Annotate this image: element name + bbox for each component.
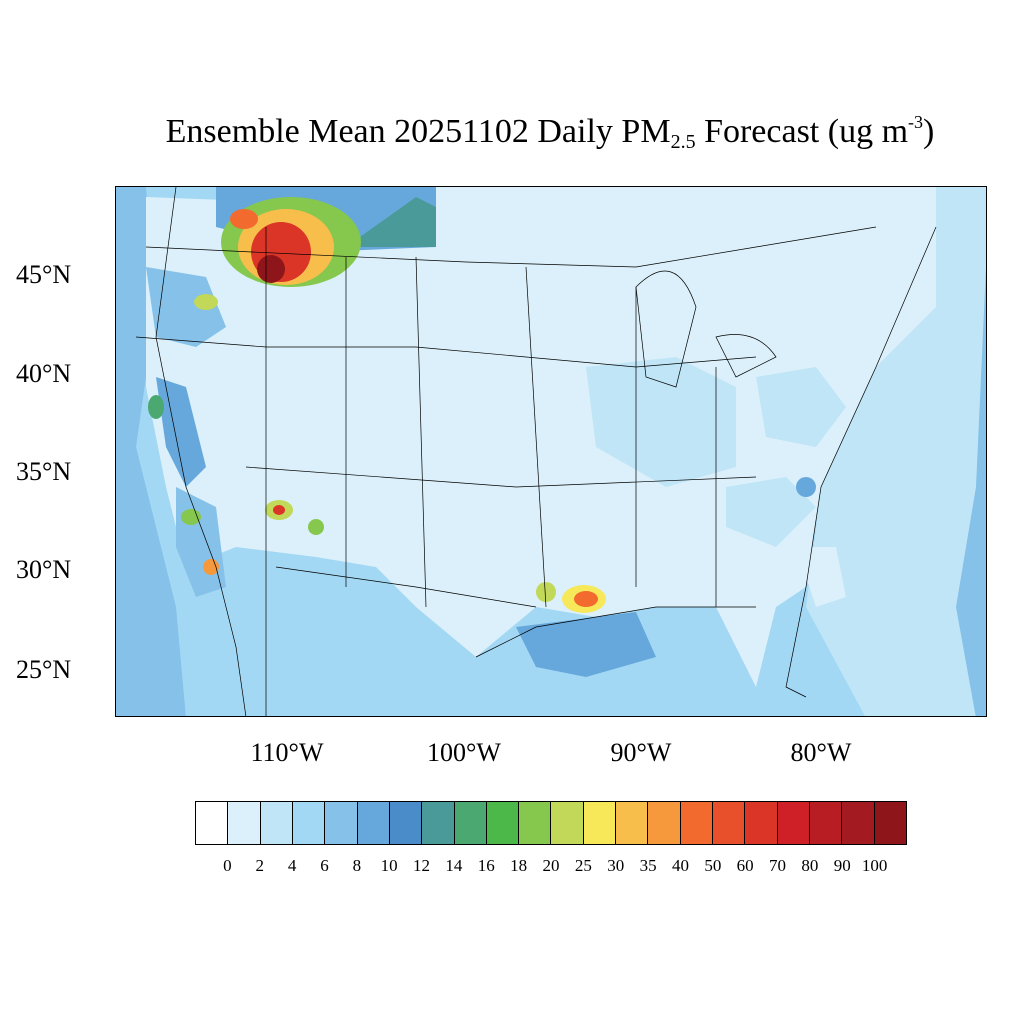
legend-tick-label: 6 (320, 856, 329, 875)
legend-tick-label: 10 (380, 856, 398, 875)
appalachian-haze (756, 367, 846, 447)
baja-plume (203, 559, 219, 575)
legend-tick-label: 90 (833, 856, 851, 875)
gulf-coast-haze (516, 612, 656, 677)
legend-swatch (745, 802, 778, 844)
lon-label-80w: 80°W (790, 738, 852, 767)
lon-label-100w: 100°W (427, 738, 501, 767)
legend-swatch (325, 802, 358, 844)
legend-swatch (680, 802, 713, 844)
southeast-haze (726, 477, 816, 547)
arizona-plume-east (308, 519, 324, 535)
legend-swatch (389, 802, 423, 844)
border-1 (135, 336, 757, 368)
california-plume (148, 395, 164, 419)
legend-swatch (357, 802, 390, 844)
atlantic-ocean (806, 187, 986, 716)
legend-swatch (454, 802, 487, 844)
legend-swatch (809, 802, 843, 844)
chart-title: Ensemble Mean 20251102 Daily PM2.5 Forec… (165, 112, 935, 153)
legend-tick-label: 4 (287, 856, 297, 875)
oregon-haze (146, 267, 226, 347)
legend-tick-label: 40 (671, 856, 689, 875)
lat-label-40: 40°N (16, 359, 72, 388)
border-9 (245, 466, 757, 488)
west-coast (155, 187, 247, 716)
legend-tick-label: 2 (255, 856, 264, 875)
atlantic-edge (956, 267, 986, 716)
lon-label-90w: 90°W (610, 738, 672, 767)
lat-label-45: 45°N (16, 260, 72, 289)
legend-swatch (519, 802, 552, 844)
forecast-map (115, 186, 987, 717)
border-2 (145, 226, 877, 268)
lon-label-110w: 110°W (250, 738, 324, 767)
legend-tick-label: 16 (477, 856, 495, 875)
legend-swatch (713, 802, 746, 844)
great-lakes-1 (635, 270, 697, 388)
legend-swatch (260, 802, 293, 844)
legend-tick-label: 100 (861, 856, 888, 875)
border-10 (275, 566, 537, 608)
carolina-haze (796, 477, 816, 497)
lat-label-30: 30°N (16, 555, 72, 584)
legend-tick-label: 50 (704, 856, 722, 875)
legend-tick-label: 30 (607, 856, 625, 875)
legend-tick-label: 12 (413, 856, 431, 875)
arizona-plume-core (273, 505, 285, 515)
legend-swatch (648, 802, 681, 844)
pacific-ocean (116, 187, 186, 716)
color-legend (195, 801, 907, 845)
border-5 (415, 256, 427, 608)
midwest-haze (586, 357, 736, 487)
legend-swatch (422, 802, 455, 844)
border-6 (525, 266, 547, 608)
california-haze (156, 377, 206, 487)
legend-tick-label: 0 (223, 856, 232, 875)
lat-label-25: 25°N (16, 655, 72, 684)
gulf-coast (475, 606, 756, 658)
great-lakes-2 (715, 334, 777, 378)
legend-swatch (874, 802, 906, 844)
map-canvas (116, 187, 986, 716)
legend-swatch (551, 802, 584, 844)
texas-plume (536, 582, 556, 602)
legend-swatch (842, 802, 875, 844)
legend-swatch (196, 802, 229, 844)
legend-tick-label: 35 (639, 856, 657, 875)
legend-tick-label: 60 (736, 856, 754, 875)
legend-swatch (616, 802, 649, 844)
legend-swatch (583, 802, 617, 844)
legend-tick-label: 14 (445, 856, 463, 875)
legend-tick-label: 20 (542, 856, 560, 875)
lat-label-35: 35°N (16, 457, 72, 486)
legend-swatch (228, 802, 261, 844)
legend-swatch (777, 802, 810, 844)
boundaries (135, 187, 937, 716)
legend-swatch (292, 802, 326, 844)
east-coast (785, 226, 937, 698)
canada-haze-mid (346, 197, 436, 247)
idaho-plume (230, 209, 258, 229)
legend-swatch (486, 802, 520, 844)
socal-plume (181, 509, 201, 525)
legend-tick-label: 25 (574, 856, 592, 875)
legend-tick-label: 8 (352, 856, 362, 875)
louisiana-plume-core (574, 591, 598, 607)
oregon-plume (194, 294, 218, 310)
legend-tick-label: 18 (510, 856, 528, 875)
legend-tick-label: 80 (801, 856, 819, 875)
montana-plume-peak (257, 255, 285, 283)
legend-tick-label: 70 (769, 856, 787, 875)
land-area (146, 197, 936, 687)
